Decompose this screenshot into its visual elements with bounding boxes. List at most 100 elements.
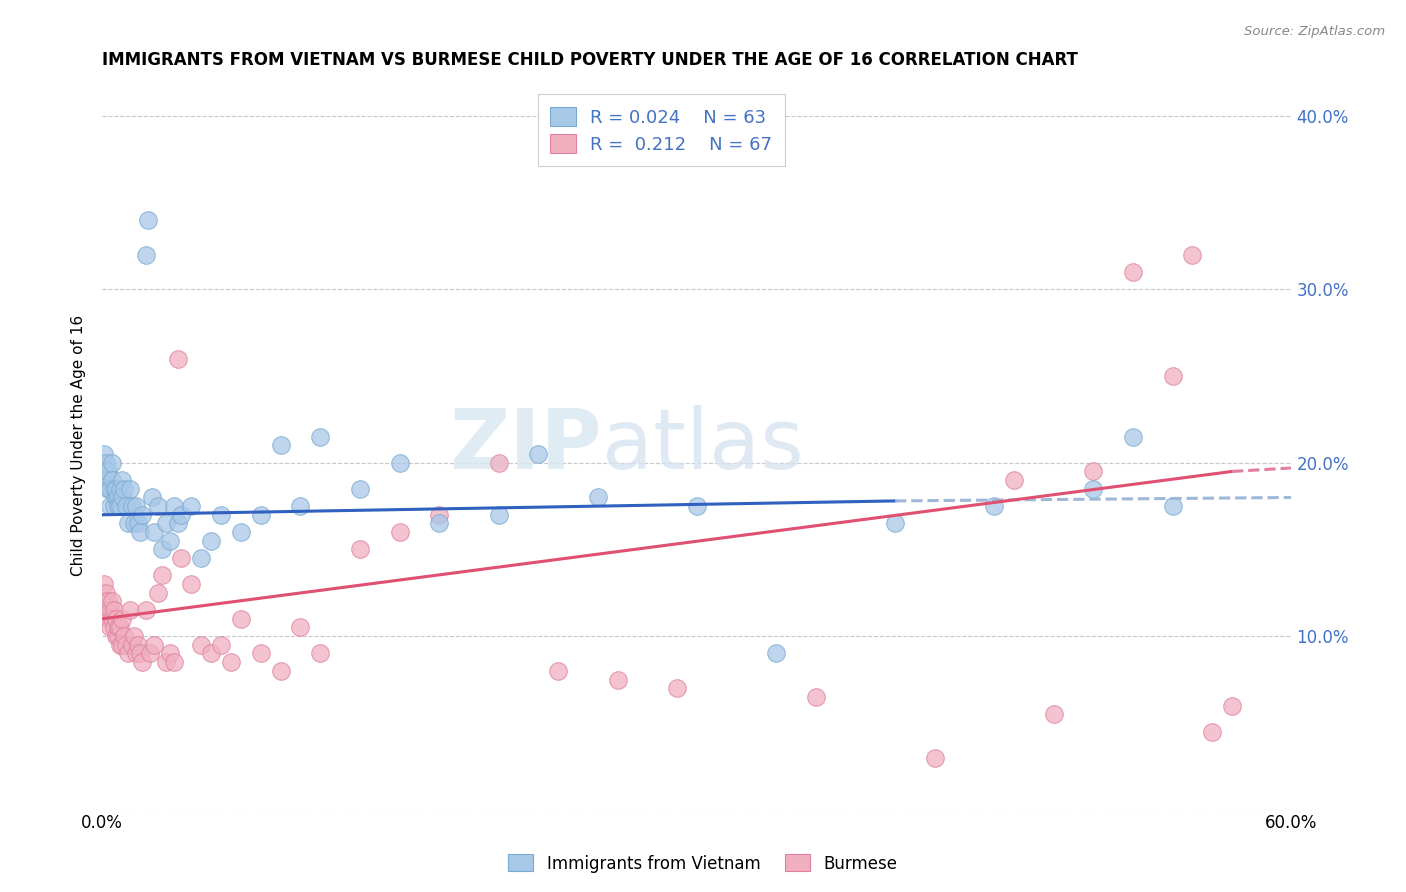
Point xyxy=(128,525,150,540)
Point xyxy=(97,465,120,479)
Point xyxy=(127,516,149,531)
Point xyxy=(141,491,163,505)
Point xyxy=(170,508,193,522)
Point xyxy=(1002,473,1025,487)
Point xyxy=(127,638,149,652)
Point xyxy=(96,456,118,470)
Point xyxy=(180,577,202,591)
Point xyxy=(108,620,131,634)
Y-axis label: Child Poverty Under the Age of 16: Child Poverty Under the Age of 16 xyxy=(72,315,86,576)
Point xyxy=(96,473,118,487)
Text: IMMIGRANTS FROM VIETNAM VS BURMESE CHILD POVERTY UNDER THE AGE OF 16 CORRELATION: IMMIGRANTS FROM VIETNAM VS BURMESE CHILD… xyxy=(103,51,1078,69)
Point xyxy=(105,629,128,643)
Text: ZIP: ZIP xyxy=(449,405,602,486)
Point xyxy=(190,551,212,566)
Point xyxy=(1161,369,1184,384)
Point xyxy=(349,482,371,496)
Point xyxy=(159,533,181,548)
Point xyxy=(388,456,411,470)
Point xyxy=(93,447,115,461)
Point xyxy=(125,647,148,661)
Point xyxy=(107,491,129,505)
Point xyxy=(765,647,787,661)
Point xyxy=(190,638,212,652)
Point xyxy=(105,482,128,496)
Point xyxy=(804,690,827,704)
Point xyxy=(118,482,141,496)
Legend: R = 0.024    N = 63, R =  0.212    N = 67: R = 0.024 N = 63, R = 0.212 N = 67 xyxy=(537,94,785,166)
Point xyxy=(229,612,252,626)
Point xyxy=(166,516,188,531)
Text: Source: ZipAtlas.com: Source: ZipAtlas.com xyxy=(1244,25,1385,38)
Point xyxy=(105,491,128,505)
Point xyxy=(128,647,150,661)
Point xyxy=(686,499,709,513)
Point xyxy=(270,438,292,452)
Point xyxy=(249,647,271,661)
Point xyxy=(117,647,139,661)
Point xyxy=(107,620,129,634)
Point xyxy=(209,508,232,522)
Point xyxy=(1042,707,1064,722)
Point xyxy=(1220,698,1243,713)
Point xyxy=(150,542,173,557)
Point xyxy=(309,430,332,444)
Point xyxy=(108,638,131,652)
Point xyxy=(101,473,124,487)
Point xyxy=(122,516,145,531)
Point xyxy=(209,638,232,652)
Point xyxy=(1201,724,1223,739)
Point xyxy=(159,647,181,661)
Point xyxy=(219,655,242,669)
Point xyxy=(162,655,184,669)
Point xyxy=(155,516,177,531)
Point xyxy=(121,499,143,513)
Point xyxy=(122,629,145,643)
Point xyxy=(103,482,125,496)
Point xyxy=(142,638,165,652)
Point xyxy=(200,647,222,661)
Point xyxy=(427,508,450,522)
Point xyxy=(135,603,157,617)
Point xyxy=(150,568,173,582)
Point xyxy=(131,508,153,522)
Point xyxy=(98,603,121,617)
Point xyxy=(96,603,118,617)
Point xyxy=(229,525,252,540)
Point xyxy=(107,629,129,643)
Point xyxy=(924,750,946,764)
Point xyxy=(103,603,125,617)
Point xyxy=(118,603,141,617)
Point xyxy=(586,491,609,505)
Point xyxy=(884,516,907,531)
Point xyxy=(146,586,169,600)
Point xyxy=(155,655,177,669)
Point xyxy=(488,508,510,522)
Point xyxy=(1181,248,1204,262)
Point xyxy=(606,673,628,687)
Point xyxy=(93,465,115,479)
Point xyxy=(111,638,134,652)
Point xyxy=(98,620,121,634)
Point xyxy=(107,499,129,513)
Point xyxy=(125,499,148,513)
Point xyxy=(547,664,569,678)
Text: atlas: atlas xyxy=(602,405,803,486)
Point xyxy=(1083,482,1105,496)
Point xyxy=(117,516,139,531)
Point xyxy=(97,594,120,608)
Point xyxy=(180,499,202,513)
Point xyxy=(98,482,121,496)
Point xyxy=(93,577,115,591)
Point xyxy=(101,594,124,608)
Point xyxy=(101,456,124,470)
Point xyxy=(136,213,159,227)
Point xyxy=(115,499,138,513)
Point xyxy=(1083,465,1105,479)
Point xyxy=(97,612,120,626)
Point xyxy=(666,681,689,695)
Point xyxy=(112,629,135,643)
Point xyxy=(103,620,125,634)
Point xyxy=(488,456,510,470)
Point xyxy=(111,612,134,626)
